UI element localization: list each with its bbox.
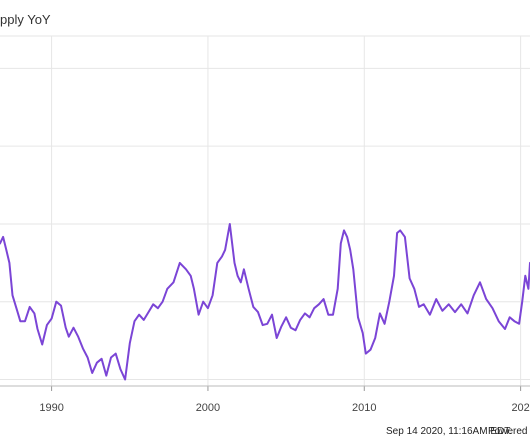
- series-line: [0, 223, 530, 381]
- legend-label: pply YoY: [0, 12, 51, 27]
- axes: 1990 2000 2010 202: [0, 385, 530, 414]
- x-tick-label: 2010: [352, 402, 376, 414]
- series-group: [0, 223, 530, 381]
- x-tick-label: 2000: [196, 402, 220, 414]
- x-tick-label: 202: [511, 402, 529, 414]
- x-tick-label: 1990: [39, 402, 63, 414]
- gridlines: [0, 35, 530, 386]
- footer-powered-by: Powered by: [488, 426, 530, 437]
- footer-timestamp: Sep 14 2020, 11:16AM EDT.: [386, 426, 513, 437]
